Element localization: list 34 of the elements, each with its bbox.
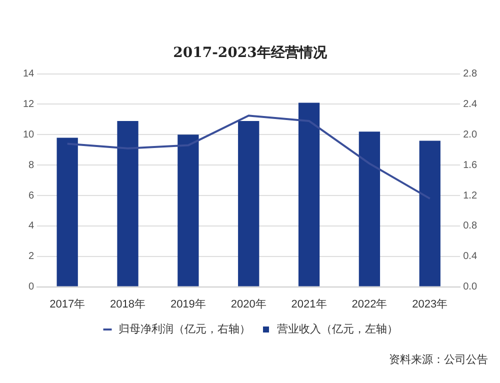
legend-label: 归母净利润（亿元，右轴）	[118, 322, 250, 336]
text: 资料来源：公司公告	[389, 352, 488, 367]
y-tick-label: 0	[28, 282, 35, 293]
x-tick-label: 2019年	[170, 298, 206, 310]
y2-tick-label: 1.2	[463, 190, 478, 202]
y2-tick-label: 2.4	[463, 98, 478, 110]
x-tick-label: 2021年	[291, 298, 327, 310]
y-tick-label: 2	[28, 251, 35, 262]
y-tick-label: 12	[23, 98, 35, 110]
y-tick-label: 4	[28, 220, 35, 232]
y2-tick-label: 1.6	[463, 160, 478, 171]
y2-tick-label: 0.4	[463, 251, 478, 262]
y2-tick-label: 2.8	[463, 68, 478, 80]
y2-tick-label: 0.0	[463, 282, 478, 293]
bar	[178, 134, 199, 286]
x-tick-label: 2017年	[50, 298, 86, 310]
y-tick-label: 14	[23, 68, 35, 80]
y-tick-label: 8	[28, 160, 35, 171]
y2-tick-label: 2.0	[463, 129, 478, 140]
x-tick-label: 2023年	[412, 298, 448, 310]
bar	[238, 120, 260, 286]
bar	[298, 102, 320, 286]
x-tick-label: 2022年	[352, 298, 388, 310]
bar	[358, 132, 380, 286]
y-tick-label: 10	[23, 129, 35, 140]
x-tick-label: 2018年	[110, 298, 146, 310]
bar	[56, 138, 78, 286]
y2-tick-label: 0.8	[463, 220, 478, 232]
bar	[419, 140, 440, 286]
bar	[117, 120, 138, 286]
legend-label: 营业收入（亿元，左轴）	[277, 322, 398, 336]
chart-title: 2017-2023年经营情况	[173, 45, 328, 62]
x-tick-label: 2020年	[230, 298, 266, 310]
y-tick-label: 6	[28, 190, 35, 202]
